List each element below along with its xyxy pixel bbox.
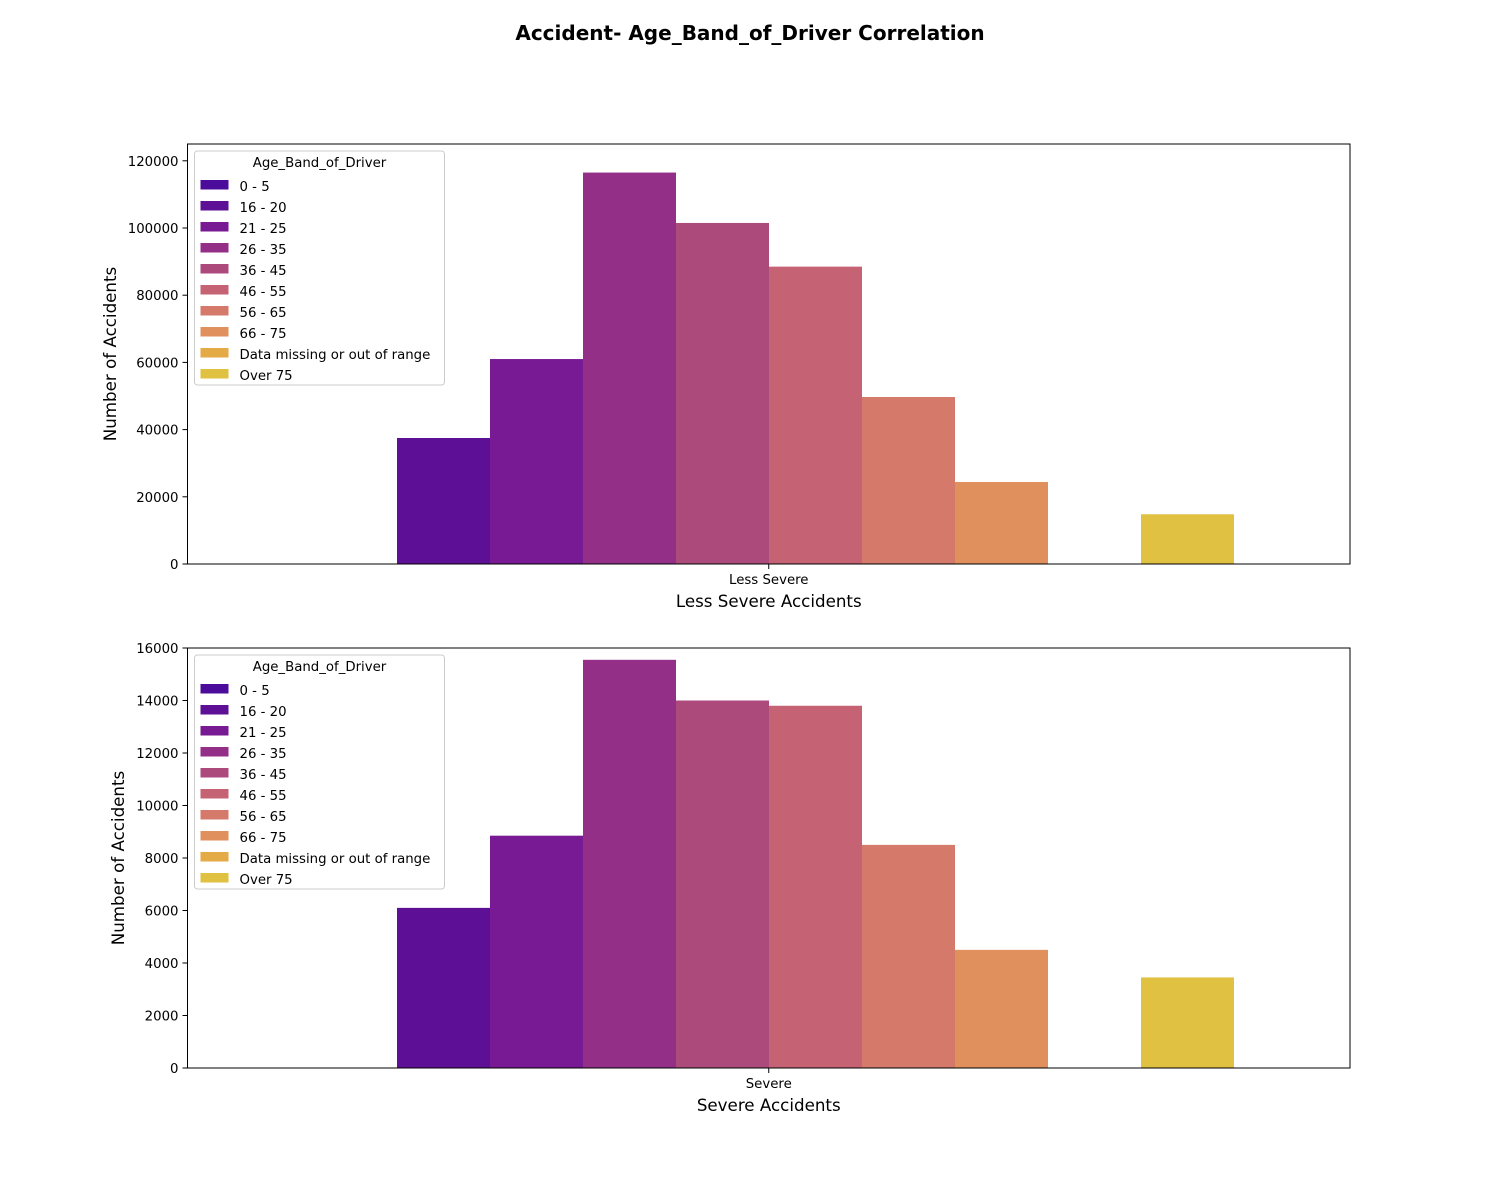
legend-swatch	[200, 684, 229, 694]
bar-56-65	[862, 844, 955, 1068]
bar-26-35	[583, 659, 676, 1068]
legend-swatch	[200, 201, 229, 211]
y-tick-label: 16000	[136, 642, 178, 657]
bar-21-25	[490, 359, 583, 564]
legend-swatch	[200, 306, 229, 316]
legend: Age_Band_of_Driver 0 - 5 16 - 20 21 - 25 26 …	[194, 654, 445, 890]
chart-less-severe: 0 20000 40000 60000 80000 100000 120000 Less Se…	[100, 143, 1351, 611]
legend-swatch	[200, 705, 229, 715]
bar-16-20	[397, 438, 490, 564]
bar-46-55	[769, 266, 862, 564]
legend-label: 46 - 55	[240, 285, 287, 300]
legend-label: Data missing or out of range	[240, 348, 431, 363]
bar-56-65	[862, 397, 955, 564]
legend-frame	[194, 654, 445, 890]
y-tick-label: 4000	[145, 957, 179, 972]
bar-16-20	[397, 907, 490, 1068]
bar-66-75	[955, 482, 1048, 564]
y-tick-label: 14000	[136, 695, 178, 710]
y-axis-label: Number of Accidents	[100, 267, 120, 442]
legend-label: Data missing or out of range	[240, 852, 431, 867]
legend-title: Age_Band_of_Driver	[253, 156, 387, 171]
legend-label: 21 - 25	[240, 726, 287, 741]
legend-label: 26 - 35	[240, 243, 287, 258]
bar-26-35	[583, 172, 676, 564]
x-tick-label: Severe	[746, 1077, 792, 1092]
legend-swatch	[200, 327, 229, 337]
legend-swatch	[200, 747, 229, 757]
x-tick-label: Less Severe	[729, 573, 808, 588]
legend-label: 36 - 45	[240, 768, 287, 783]
y-tick-label: 40000	[136, 424, 178, 439]
legend-swatch	[200, 348, 229, 358]
legend-label: 0 - 5	[240, 180, 270, 195]
legend-swatch	[200, 852, 229, 862]
legend-label: Over 75	[240, 369, 293, 384]
legend-label: 56 - 65	[240, 810, 287, 825]
chart-severe: 0 2000 4000 6000 8000 10000 12000 14000 16000 Sev…	[108, 642, 1351, 1115]
y-tick-label: 8000	[145, 852, 179, 867]
y-tick-label: 60000	[136, 356, 178, 371]
x-axis-label: Less Severe Accidents	[676, 591, 862, 611]
legend-label: 36 - 45	[240, 264, 287, 279]
legend-label: 66 - 75	[240, 327, 287, 342]
legend-swatch	[200, 810, 229, 820]
x-axis-label: Severe Accidents	[697, 1095, 841, 1115]
y-axis-label: Number of Accidents	[108, 771, 128, 946]
legend-swatch	[200, 222, 229, 232]
legend-swatch	[200, 768, 229, 778]
legend-label: 16 - 20	[240, 201, 287, 216]
y-tick-label: 0	[170, 558, 178, 573]
bar-46-55	[769, 705, 862, 1068]
y-tick-label: 6000	[145, 905, 179, 920]
y-tick-label: 80000	[136, 289, 178, 304]
legend-title: Age_Band_of_Driver	[253, 660, 387, 675]
legend-label: 66 - 75	[240, 831, 287, 846]
legend-label: Over 75	[240, 873, 293, 888]
legend-swatch	[200, 285, 229, 295]
legend-label: 46 - 55	[240, 789, 287, 804]
bar-66-75	[955, 949, 1048, 1068]
legend-swatch	[200, 180, 229, 190]
legend-swatch	[200, 873, 229, 883]
y-tick-label: 120000	[128, 155, 179, 170]
bar-21-25	[490, 835, 583, 1068]
legend-swatch	[200, 831, 229, 841]
legend-label: 0 - 5	[240, 684, 270, 699]
y-tick-label: 100000	[128, 222, 179, 237]
legend-swatch	[200, 369, 229, 379]
bar-over-75	[1141, 977, 1234, 1068]
legend-swatch	[200, 726, 229, 736]
legend: Age_Band_of_Driver 0 - 5 16 - 20 21 - 25 26 …	[194, 150, 445, 386]
legend-label: 26 - 35	[240, 747, 287, 762]
legend-swatch	[200, 264, 229, 274]
y-tick-label: 12000	[136, 747, 178, 762]
y-tick-label: 0	[170, 1062, 178, 1077]
figure-title: Accident- Age_Band_of_Driver Correlation	[515, 21, 984, 45]
bar-36-45	[676, 700, 769, 1068]
legend-swatch	[200, 789, 229, 799]
legend-frame	[194, 150, 445, 386]
y-tick-label: 10000	[136, 800, 178, 815]
legend-label: 21 - 25	[240, 222, 287, 237]
y-tick-label: 20000	[136, 491, 178, 506]
legend-label: 16 - 20	[240, 705, 287, 720]
bar-36-45	[676, 222, 769, 564]
legend-swatch	[200, 243, 229, 253]
legend-label: 56 - 65	[240, 306, 287, 321]
y-tick-label: 2000	[145, 1010, 179, 1025]
bar-over-75	[1141, 514, 1234, 564]
